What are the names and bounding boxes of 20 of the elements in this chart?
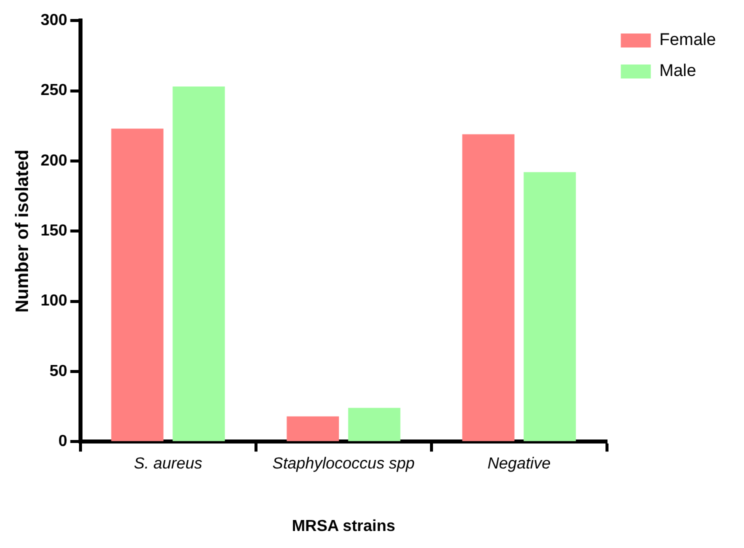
y-tick-label: 0 — [58, 433, 68, 450]
y-axis-title: Number of isolated — [12, 150, 32, 313]
bar — [111, 128, 164, 442]
legend-label: Male — [659, 61, 696, 80]
y-tick-label: 200 — [40, 152, 68, 170]
x-tick-label: Staphylococcus spp — [272, 456, 415, 473]
bar — [172, 86, 225, 442]
y-tick-label: 300 — [40, 12, 68, 30]
bar — [524, 172, 576, 442]
x-axis-title: MRSA strains — [292, 518, 396, 535]
x-tick-label: Negative — [487, 456, 551, 473]
y-tick-label: 50 — [50, 362, 68, 380]
y-tick-label: 250 — [40, 82, 68, 100]
bar — [286, 416, 339, 442]
x-tick-label: S. aureus — [134, 456, 202, 473]
legend-label: Female — [659, 30, 716, 50]
bar — [348, 408, 400, 442]
bar — [462, 134, 514, 442]
y-tick-label: 150 — [40, 222, 68, 240]
y-tick-label: 100 — [40, 292, 68, 310]
